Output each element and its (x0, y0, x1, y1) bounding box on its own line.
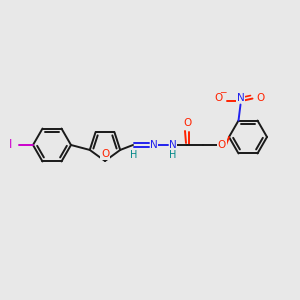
Text: I: I (9, 139, 13, 152)
Text: −: − (219, 87, 226, 96)
Text: O: O (214, 92, 223, 103)
Text: N: N (237, 92, 244, 103)
Text: O: O (256, 92, 265, 103)
Text: H: H (169, 150, 177, 160)
Text: O: O (218, 140, 226, 150)
Text: O: O (184, 118, 192, 128)
Text: N: N (150, 140, 158, 150)
Text: O: O (101, 149, 109, 159)
Text: N: N (169, 140, 177, 150)
Text: H: H (130, 150, 138, 160)
